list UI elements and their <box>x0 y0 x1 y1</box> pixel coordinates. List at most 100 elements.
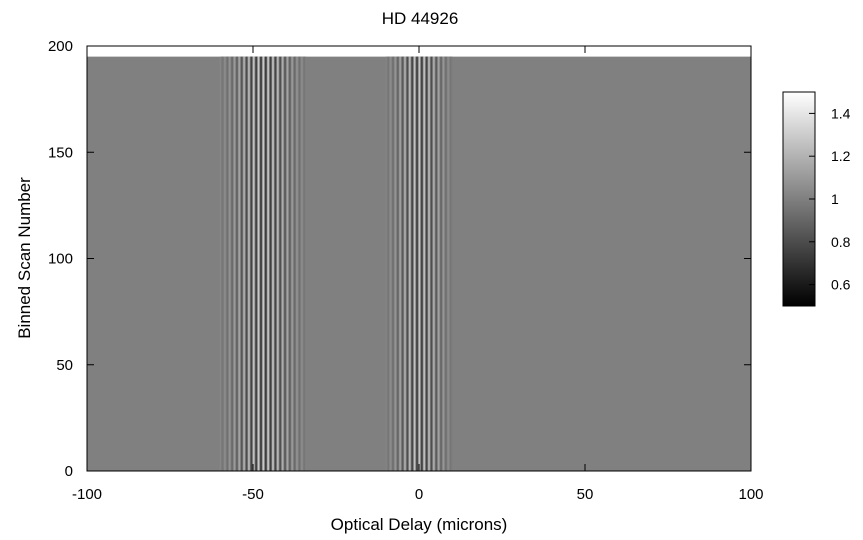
fringe-column <box>234 56 236 471</box>
x-tick-label: -100 <box>72 486 102 503</box>
fringe-column <box>223 56 226 471</box>
fringe-column <box>304 56 306 471</box>
fringe-column <box>386 56 388 471</box>
fringe-packet-2 <box>385 56 453 471</box>
fringe-column <box>253 56 255 471</box>
fringe-column <box>448 56 451 471</box>
fringe-column <box>399 56 401 471</box>
fringe-column <box>244 56 246 471</box>
fringe-column <box>397 56 399 471</box>
fringe-column <box>433 56 435 471</box>
fringe-column <box>401 56 403 471</box>
fringe-column <box>415 56 417 471</box>
fringe-column <box>400 56 402 471</box>
fringe-column <box>398 56 400 471</box>
fringe-column <box>295 56 297 471</box>
fringe-column <box>438 56 441 471</box>
fringe-column <box>385 56 388 471</box>
fringe-column <box>277 56 280 471</box>
fringe-column <box>443 56 446 471</box>
fringe-column <box>265 56 267 471</box>
fringe-column <box>303 56 305 471</box>
fringe-column <box>264 56 266 471</box>
fringe-column <box>430 56 432 471</box>
heatmap <box>87 56 751 471</box>
fringe-column <box>450 56 452 471</box>
fringe-column <box>245 56 247 471</box>
fringe-column <box>424 56 427 471</box>
fringe-column <box>256 56 258 471</box>
fringe-column <box>448 56 450 471</box>
fringe-column <box>249 56 251 471</box>
fringe-column <box>301 56 304 471</box>
fringe-column <box>395 56 397 471</box>
fringe-column <box>414 56 416 471</box>
fringe-column <box>259 56 261 471</box>
fringe-column <box>220 56 222 471</box>
fringe-column <box>408 56 410 471</box>
fringe-column <box>438 56 440 471</box>
fringe-column <box>423 56 426 471</box>
fringe-column <box>419 56 421 471</box>
fringe-column <box>442 56 444 471</box>
fringe-column <box>282 56 285 471</box>
x-axis-ticks: -100 -50 0 50 100 <box>72 46 764 503</box>
fringe-column <box>225 56 227 471</box>
colorbar: 0.6 0.8 1 1.2 1.4 <box>782 91 851 307</box>
fringe-column <box>275 56 277 471</box>
fringe-column <box>300 56 302 471</box>
y-tick-label: 200 <box>48 38 73 55</box>
y-axis-ticks: 0 50 100 150 200 <box>48 38 751 480</box>
fringe-column <box>291 56 293 471</box>
fringe-column <box>403 56 405 471</box>
fringe-column <box>228 56 231 471</box>
fringe-column <box>440 56 442 471</box>
fringe-column <box>230 56 232 471</box>
fringe-column <box>263 56 266 471</box>
fringe-column <box>447 56 449 471</box>
fringe-column <box>288 56 290 471</box>
fringe-packet-1 <box>219 56 307 471</box>
fringe-column <box>421 56 423 471</box>
fringe-column <box>281 56 283 471</box>
fringe-column <box>419 56 422 471</box>
fringe-column <box>407 56 409 471</box>
fringe-column <box>289 56 291 471</box>
fringe-column <box>404 56 407 471</box>
fringe-column <box>412 56 414 471</box>
fringe-column <box>399 56 402 471</box>
fringe-column <box>232 56 234 471</box>
fringe-column <box>233 56 236 471</box>
x-tick-label: 100 <box>738 486 763 503</box>
fringe-column <box>298 56 300 471</box>
fringe-column <box>226 56 228 471</box>
fringe-column <box>411 56 413 471</box>
fringe-column <box>296 56 298 471</box>
fringe-column <box>270 56 272 471</box>
plot-area: -100 -50 0 50 100 0 50 100 150 200 <box>48 38 764 503</box>
fringe-column <box>248 56 250 471</box>
fringe-column <box>271 56 273 471</box>
fringe-column <box>287 56 289 471</box>
fringe-column <box>238 56 241 471</box>
fringe-column <box>272 56 275 471</box>
fringe-column <box>294 56 296 471</box>
fringe-column <box>299 56 301 471</box>
fringe-column <box>280 56 282 471</box>
y-axis-label: Binned Scan Number <box>15 177 34 339</box>
fringe-column <box>305 56 307 471</box>
fringe-column <box>223 56 225 471</box>
fringe-column <box>253 56 256 471</box>
fringe-column <box>284 56 286 471</box>
fringe-column <box>296 56 299 471</box>
fringe-column <box>287 56 290 471</box>
fringe-column <box>252 56 254 471</box>
fringe-column <box>437 56 439 471</box>
fringe-column <box>274 56 276 471</box>
fringe-column <box>429 56 432 471</box>
fringe-column <box>426 56 428 471</box>
fringe-column <box>293 56 295 471</box>
fringe-column <box>250 56 252 471</box>
fringe-column <box>227 56 229 471</box>
